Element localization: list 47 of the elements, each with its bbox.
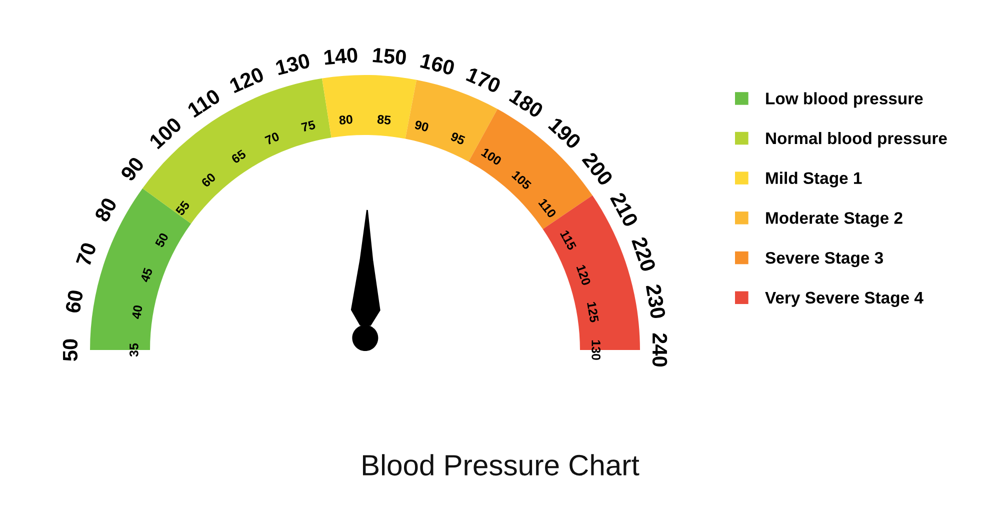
text: 200 [582,151,614,187]
text: 90 [120,156,145,182]
legend-label: Mild Stage 1 [766,172,862,188]
text: 125 [586,302,599,323]
text: 80 [339,114,353,125]
text: 130 [275,53,310,76]
text: 75 [301,120,316,132]
text: 190 [548,116,582,150]
legend-label: Very Severe Stage 4 [765,292,924,307]
text: 220 [631,236,656,272]
text: 50 [62,339,78,361]
text: 140 [324,48,358,65]
text: 60 [65,290,84,314]
text: 45 [140,267,153,283]
text: 120 [228,66,265,94]
text: 240 [652,333,668,367]
text: 115 [560,230,577,251]
text: 150 [372,48,406,65]
text: 100 [480,148,502,166]
text: 120 [576,264,591,286]
legend-label: Severe Stage 3 [765,252,883,268]
text: 230 [646,284,666,319]
text: 170 [466,66,502,94]
text: 110 [538,198,557,218]
text: 85 [377,114,392,125]
text: 95 [450,132,466,146]
text: 105 [511,170,532,190]
legend-label: Moderate Stage 2 [766,212,902,228]
text: 70 [264,132,280,146]
text: 70 [76,242,97,267]
text: 80 [94,196,118,223]
text: 210 [610,192,639,228]
text: 40 [132,304,143,320]
legend-label: Low blood pressure [766,92,923,108]
text: Blood Pressure Chart [362,454,640,476]
text: 160 [420,53,456,76]
legend-label: Normal blood pressure [766,132,947,148]
text: 35 [130,343,138,357]
text: 130 [592,340,600,360]
text: 50 [154,232,169,248]
text: 60 [200,172,216,188]
text: 100 [148,116,183,150]
text: 55 [175,200,190,216]
text: 90 [414,120,430,132]
text: 110 [186,88,222,118]
text: 65 [230,149,247,164]
text: 180 [508,88,544,118]
